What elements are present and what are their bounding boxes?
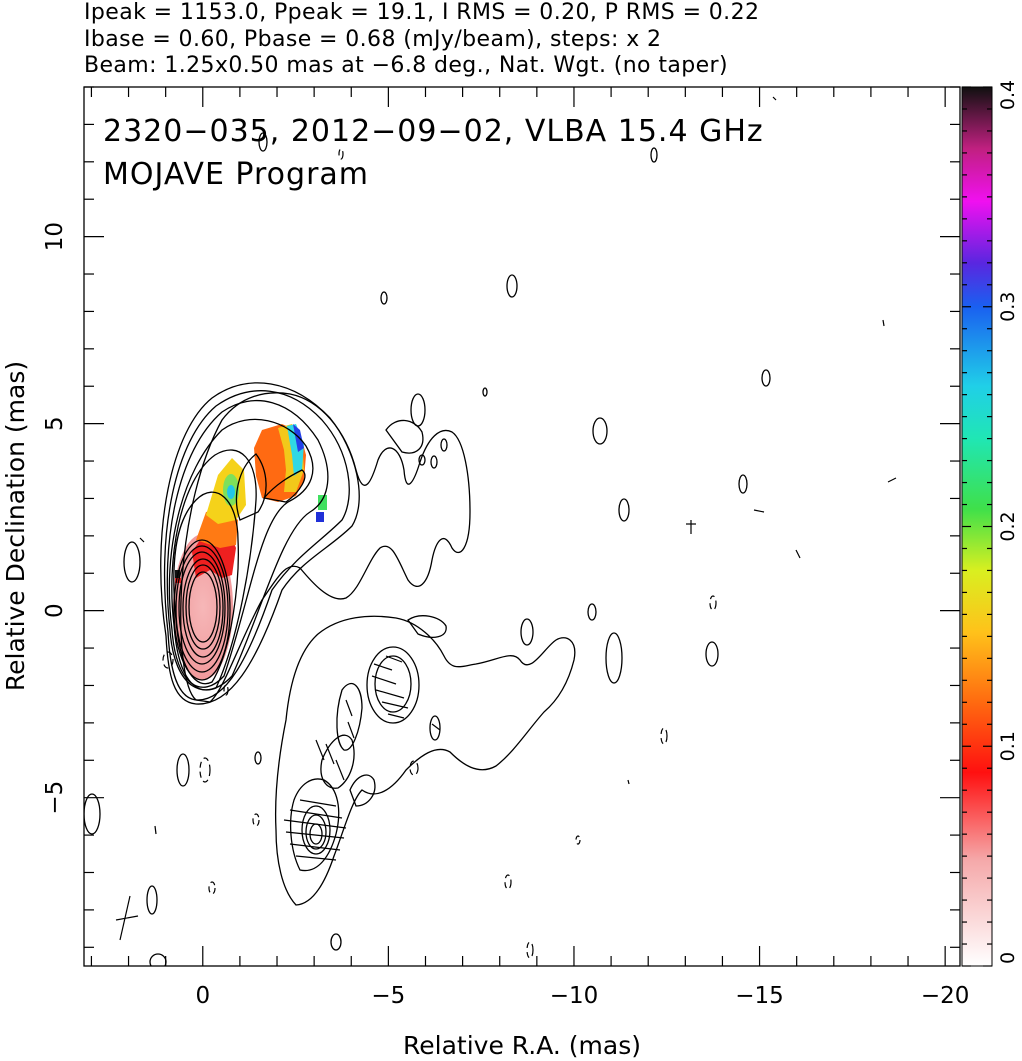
header-line-3: Beam: 1.25x0.50 mas at −6.8 deg., Nat. W… [84,53,728,78]
tiny-red-dot [175,578,181,583]
colorbar-ticks [962,86,992,967]
colorbar-tick-label: 0.1 [997,731,1019,761]
chart-subtitle: MOJAVE Program [103,157,369,192]
y-tick-label: 5 [42,416,68,431]
y-tick-label: 0 [42,603,68,618]
colorbar-tick-label: 0.4 [997,80,1019,110]
y-tick-label: −5 [42,781,68,815]
blue-band [293,424,304,452]
plot-frame [83,86,961,967]
negative-contours [162,148,717,959]
x-axis-label: Relative R.A. (mas) [403,1031,641,1060]
colorbar-tick-label: 0 [997,952,1019,964]
header-line-2: Ibase = 0.60, Pbase = 0.68 (mJy/beam), s… [84,27,662,52]
colorbar-tick-label: 0.2 [997,511,1019,541]
upper-jet-knot-contour [385,419,424,454]
colorbar: 0 0.1 0.2 0.3 0.4 [961,80,1019,967]
green-dot [318,495,327,510]
x-tick-label: −10 [550,983,599,1009]
header-line-1: Ipeak = 1153.0, Ppeak = 19.1, I RMS = 0.… [84,0,760,25]
x-tick-label: −15 [735,983,784,1009]
polarization-vectors [115,96,897,941]
x-tick-label: −5 [371,983,405,1009]
y-tick-label: 10 [42,222,68,251]
polarization-patches [173,424,327,680]
cyan-spot [227,485,235,499]
core-contours [160,382,360,705]
axis-ticks [84,86,960,966]
y-axis-label: Relative Declination (mas) [1,361,30,691]
chart-title: 2320−035, 2012−09−02, VLBA 15.4 GHz [103,114,764,149]
axis-tick-labels: 0 −5 −10 −15 −20 −5 0 5 10 [42,222,969,1009]
noise-contours [84,132,771,966]
lower-jet-contours [274,615,576,906]
colorbar-tick-labels: 0 0.1 0.2 0.3 0.4 [997,80,1019,964]
x-tick-label: 0 [195,983,210,1009]
blue-dot [316,512,324,522]
colorbar-tick-label: 0.3 [997,292,1019,322]
x-tick-label: −20 [921,983,970,1009]
upper-jet-outer-contour [180,392,471,703]
